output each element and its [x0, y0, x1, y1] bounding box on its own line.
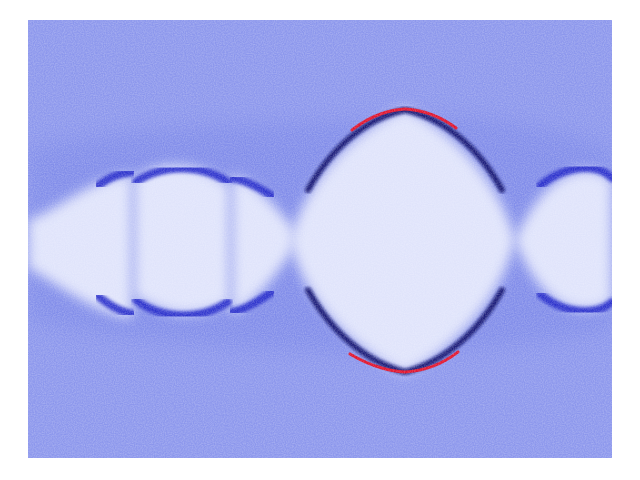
noise-texture: [28, 20, 612, 458]
